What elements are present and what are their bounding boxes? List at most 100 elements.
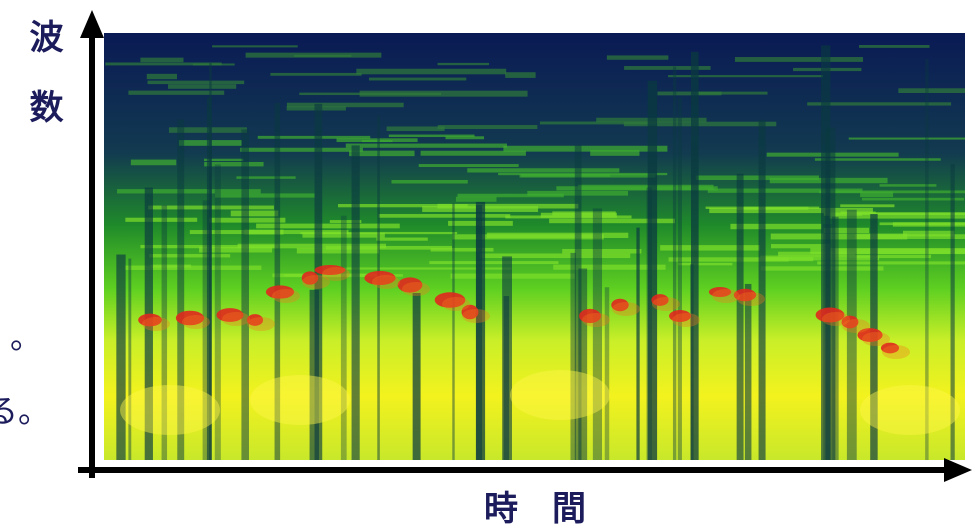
harmonic [451,274,575,279]
formant-halo [612,302,640,316]
dark-stripe [352,145,360,460]
harmonic [148,81,245,85]
harmonic [117,189,261,193]
harmonic [270,73,361,76]
harmonic [487,233,628,238]
harmonic [859,45,929,48]
harmonic [240,148,363,152]
y-axis-label: 周波数 [23,0,63,159]
harmonic [903,231,954,237]
harmonic [362,140,393,142]
dark-stripe [413,293,421,460]
formant-halo [442,297,470,311]
dark-stripe [593,208,602,460]
harmonic [238,244,386,249]
dark-stripe [690,264,693,460]
spectrogram [104,33,972,460]
dark-stripe [678,98,682,460]
harmonic [429,261,558,264]
formant-halo [182,315,210,329]
dark-stripe [116,255,125,460]
harmonic [379,214,511,218]
formant-halo [672,313,700,327]
clipped-text: る。 [0,392,50,430]
harmonic [168,84,236,89]
formant-halo [882,345,910,359]
page: 周波数 時 間 。 る。 (() => { const data = JSON.… [0,0,972,531]
dark-stripe [128,259,131,460]
highlight [860,385,960,435]
harmonic [150,265,191,268]
formant-halo [222,312,250,326]
harmonic [299,93,441,95]
y-axis-arrow [80,10,104,38]
dark-stripe [759,120,766,460]
harmonic [498,173,667,175]
highlight [510,370,610,420]
harmonic [505,72,535,78]
harmonic [389,135,475,138]
harmonic [376,238,427,241]
harmonic [147,74,177,79]
harmonic [505,215,631,218]
harmonic [735,57,863,62]
harmonic [204,162,263,166]
formant-halo [737,292,765,306]
harmonic [342,267,511,269]
harmonic [419,164,519,167]
formant-halo [462,309,490,323]
harmonic [456,197,497,202]
formant-halo [272,289,300,303]
harmonic [730,224,821,229]
harmonic [479,253,630,258]
dark-stripe [504,296,510,460]
dark-stripe [341,216,347,460]
x-axis-arrow [944,458,972,482]
harmonic [678,263,733,265]
formant-halo [247,317,275,331]
harmonic [778,252,855,257]
highlight [250,375,350,425]
harmonic [421,151,526,156]
dark-stripe [636,228,639,460]
harmonic [552,211,615,215]
formant-halo [582,313,610,327]
dark-stripe [847,210,857,460]
harmonic [708,189,863,193]
harmonic [125,218,197,222]
dark-stripe [745,284,752,460]
harmonic [467,168,619,172]
formant-halo [142,317,170,331]
harmonic [346,144,507,148]
harmonic [294,55,351,57]
figure: 周波数 時 間 。 る。 [0,0,972,531]
dark-stripe [241,129,249,460]
harmonic [438,125,538,129]
harmonic [817,261,972,264]
formant-halo [652,297,680,311]
harmonic [287,103,404,108]
harmonic [215,193,315,197]
harmonic [862,198,964,201]
dark-stripe [452,203,454,460]
harmonic [898,88,972,93]
dark-stripe [673,67,676,460]
harmonic [231,211,279,217]
harmonic [356,69,506,75]
formant-halo [402,282,430,296]
harmonic [840,204,894,207]
clipped-text: 。 [10,318,42,356]
harmonic [458,194,564,198]
harmonic [369,78,466,81]
harmonic [771,234,907,240]
harmonic [193,63,235,65]
dark-stripe [476,202,485,460]
formant-halo [322,267,350,281]
formant-halo [712,289,740,303]
dark-stripe [578,269,587,460]
dark-stripe [648,81,657,460]
harmonic [503,146,667,152]
harmonic [624,122,776,127]
harmonic [737,207,809,210]
formant-halo [372,275,400,289]
